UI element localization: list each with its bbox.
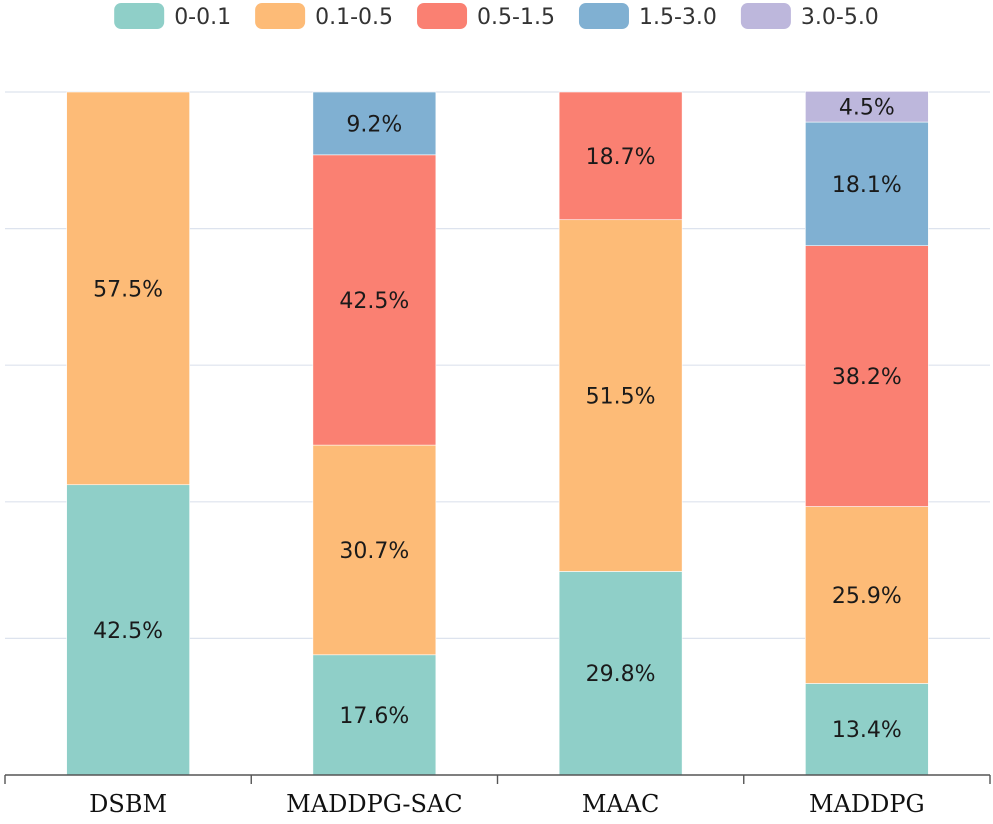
- legend: 0-0.1 0.1-0.5 0.5-1.5 1.5-3.0 3.0-5.0: [114, 3, 879, 30]
- legend-label: 3.0-5.0: [801, 5, 879, 30]
- data-label-MADDPG-SAC-0.5-1.5: 42.5%: [339, 289, 409, 314]
- legend-label: 0.5-1.5: [477, 5, 555, 30]
- bar-MADDPG-0.1-0.5[interactable]: [805, 506, 929, 684]
- legend-label: 0.1-0.5: [315, 5, 393, 30]
- x-tick-label-MADDPG-SAC: MADDPG-SAC: [286, 790, 462, 818]
- bar-MADDPG-1.5-3.0[interactable]: [805, 121, 929, 246]
- data-label-MAAC-0.5-1.5: 18.7%: [586, 145, 656, 170]
- data-label-MADDPG-SAC-0.1-0.5: 30.7%: [339, 539, 409, 564]
- bars: [66, 91, 929, 776]
- bar-MAAC-0-0.1[interactable]: [558, 571, 683, 776]
- bar-MAAC-0.5-1.5[interactable]: [558, 91, 683, 221]
- legend-item-0.5-1.5[interactable]: 0.5-1.5: [417, 3, 555, 30]
- data-labels: 42.5% 57.5% 17.6% 30.7% 42.5% 9.2% 29.8% 51.5% 1…: [93, 96, 902, 744]
- data-label-MADDPG-SAC-0-0.1: 17.6%: [339, 704, 409, 729]
- data-label-MADDPG-0.5-1.5: 38.2%: [832, 365, 902, 390]
- data-label-MADDPG-0-0.1: 13.4%: [832, 718, 902, 743]
- x-tick-label-MAAC: MAAC: [582, 790, 660, 818]
- data-label-MADDPG-0.1-0.5: 25.9%: [832, 584, 902, 609]
- legend-item-1.5-3.0[interactable]: 1.5-3.0: [578, 3, 717, 30]
- x-tick-label-MADDPG: MADDPG: [809, 790, 925, 818]
- bar-MAAC-0.1-0.5[interactable]: [558, 219, 683, 572]
- bar-MADDPG-3.0-5.0[interactable]: [805, 91, 929, 123]
- legend-swatch: [417, 3, 468, 29]
- legend-item-3.0-5.0[interactable]: 3.0-5.0: [740, 3, 879, 30]
- bar-DSBM-0.1-0.5[interactable]: [66, 91, 190, 486]
- data-label-MAAC-0-0.1: 29.8%: [586, 662, 656, 687]
- data-label-MADDPG-3.0-5.0: 4.5%: [839, 96, 895, 121]
- x-tick-label-DSBM: DSBM: [89, 790, 167, 818]
- legend-swatch: [578, 3, 629, 29]
- legend-label: 0-0.1: [174, 5, 231, 30]
- bar-MADDPG-0.5-1.5[interactable]: [805, 245, 929, 507]
- bar-MADDPG-SAC-0.5-1.5[interactable]: [312, 154, 437, 446]
- x-axis: DSBM MADDPG-SAC MAAC MADDPG: [4, 774, 991, 818]
- data-label-DSBM-0-0.1: 42.5%: [93, 619, 163, 644]
- legend-swatch: [740, 3, 791, 29]
- bar-MADDPG-SAC-0-0.1[interactable]: [312, 654, 437, 776]
- bar-DSBM-0-0.1[interactable]: [66, 484, 190, 776]
- bar-MADDPG-SAC-1.5-3.0[interactable]: [312, 91, 437, 156]
- legend-swatch: [255, 3, 306, 29]
- data-label-MAAC-0.1-0.5: 51.5%: [586, 385, 656, 410]
- data-label-MADDPG-1.5-3.0: 18.1%: [832, 173, 902, 198]
- bar-MADDPG-0-0.1[interactable]: [805, 683, 929, 776]
- legend-label: 1.5-3.0: [639, 5, 717, 30]
- bar-MADDPG-SAC-0.1-0.5[interactable]: [312, 444, 437, 656]
- legend-item-0.1-0.5[interactable]: 0.1-0.5: [255, 3, 393, 30]
- legend-swatch: [114, 3, 165, 29]
- legend-item-0-0.1[interactable]: 0-0.1: [114, 3, 231, 30]
- data-label-MADDPG-SAC-1.5-3.0: 9.2%: [346, 112, 402, 137]
- data-label-DSBM-0.1-0.5: 57.5%: [93, 277, 163, 302]
